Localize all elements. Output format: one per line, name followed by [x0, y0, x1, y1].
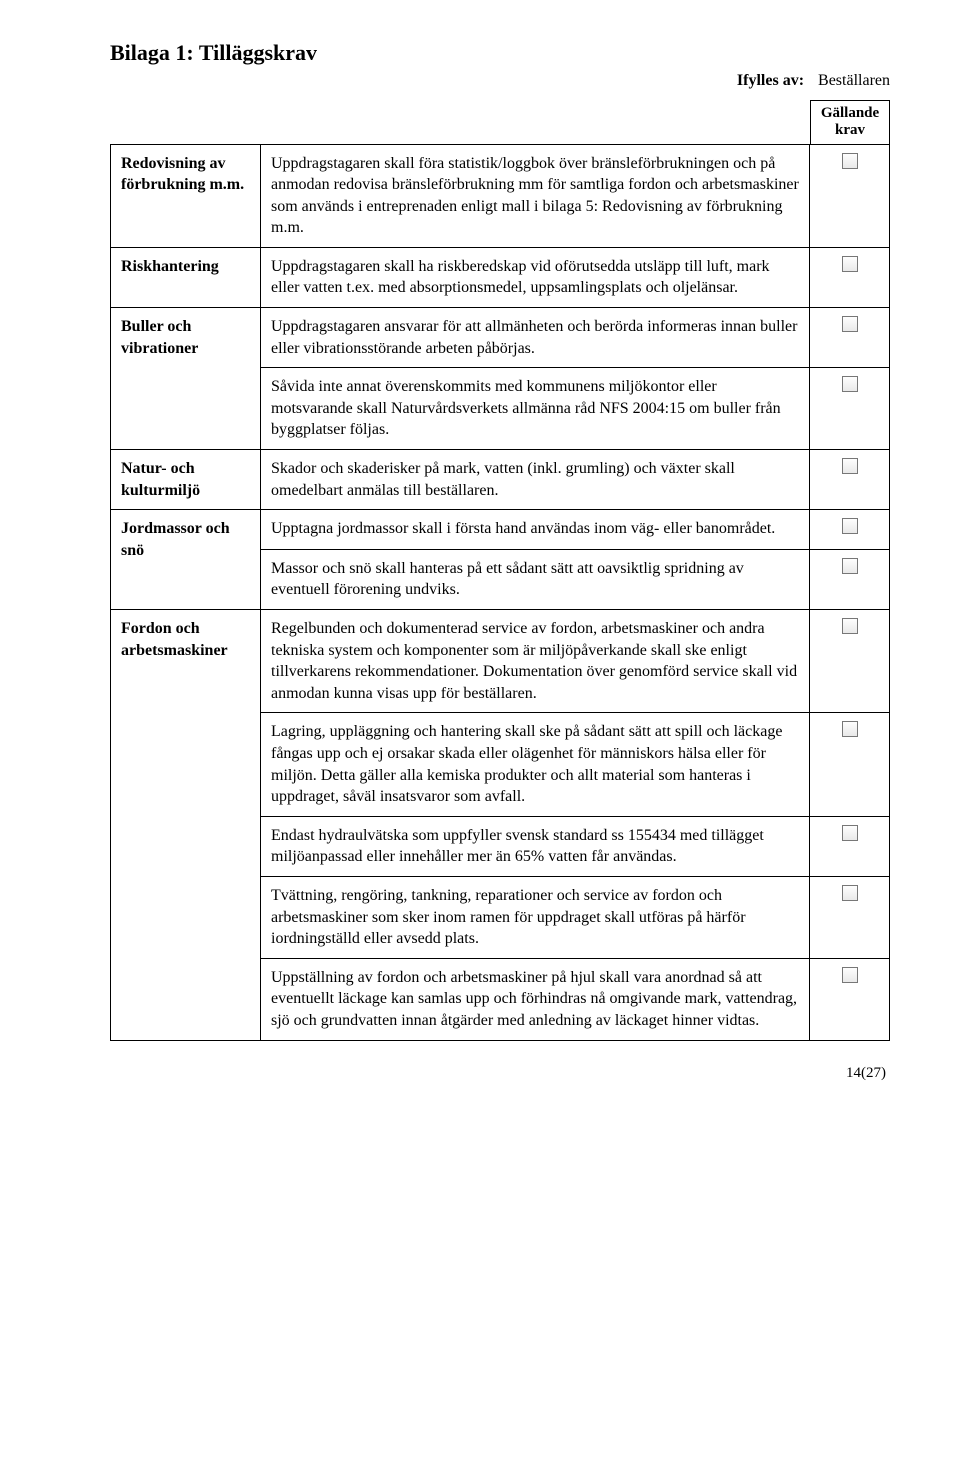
row-checkbox-cell — [810, 368, 890, 450]
row-checkbox-cell — [810, 549, 890, 609]
checkbox-icon[interactable] — [842, 825, 858, 841]
row-text: Uppställning av fordon och arbetsmaskine… — [261, 958, 810, 1040]
row-label: Fordon och arbetsmaskiner — [111, 610, 261, 1041]
filled-by-label: Ifylles av: — [737, 72, 804, 89]
table-row: Buller och vibrationerUppdragstagaren an… — [111, 308, 890, 368]
column-header-krav: Gällande krav — [810, 100, 890, 144]
column-header-line1: Gällande — [821, 105, 879, 121]
row-checkbox-cell — [810, 876, 890, 958]
row-checkbox-cell — [810, 713, 890, 816]
checkbox-icon[interactable] — [842, 618, 858, 634]
row-checkbox-cell — [810, 958, 890, 1040]
row-checkbox-cell — [810, 816, 890, 876]
checkbox-icon[interactable] — [842, 885, 858, 901]
row-text: Uppdragstagaren skall föra statistik/log… — [261, 144, 810, 247]
row-text: Såvida inte annat överenskommits med kom… — [261, 368, 810, 450]
checkbox-icon[interactable] — [842, 967, 858, 983]
row-text: Uppdragstagaren ansvarar för att allmänh… — [261, 308, 810, 368]
row-label: Riskhantering — [111, 247, 261, 307]
page-number: 14(27) — [110, 1065, 890, 1082]
checkbox-icon[interactable] — [842, 316, 858, 332]
row-checkbox-cell — [810, 144, 890, 247]
checkbox-icon[interactable] — [842, 153, 858, 169]
row-text: Skador och skaderisker på mark, vatten (… — [261, 450, 810, 510]
row-label: Redovisning av förbrukning m.m. — [111, 144, 261, 247]
filled-by-value: Beställaren — [818, 72, 890, 89]
filled-by-row: Ifylles av: Beställaren — [110, 72, 890, 90]
table-row: Fordon och arbetsmaskinerRegelbunden och… — [111, 610, 890, 713]
row-label: Buller och vibrationer — [111, 308, 261, 450]
row-label: Natur- och kulturmiljö — [111, 450, 261, 510]
table-row: RiskhanteringUppdragstagaren skall ha ri… — [111, 247, 890, 307]
checkbox-icon[interactable] — [842, 721, 858, 737]
row-checkbox-cell — [810, 247, 890, 307]
requirements-table: Redovisning av förbrukning m.m.Uppdragst… — [110, 144, 890, 1041]
row-text: Regelbunden och dokumenterad service av … — [261, 610, 810, 713]
row-text: Endast hydraulvätska som uppfyller svens… — [261, 816, 810, 876]
row-text: Upptagna jordmassor skall i första hand … — [261, 510, 810, 550]
checkbox-icon[interactable] — [842, 376, 858, 392]
row-label: Jordmassor och snö — [111, 510, 261, 610]
row-text: Lagring, uppläggning och hantering skall… — [261, 713, 810, 816]
table-row: Jordmassor och snöUpptagna jordmassor sk… — [111, 510, 890, 550]
row-text: Tvättning, rengöring, tankning, reparati… — [261, 876, 810, 958]
row-text: Massor och snö skall hanteras på ett såd… — [261, 549, 810, 609]
checkbox-icon[interactable] — [842, 558, 858, 574]
column-header-line2: krav — [835, 122, 865, 138]
row-checkbox-cell — [810, 610, 890, 713]
row-checkbox-cell — [810, 510, 890, 550]
checkbox-icon[interactable] — [842, 458, 858, 474]
table-row: Redovisning av förbrukning m.m.Uppdragst… — [111, 144, 890, 247]
checkbox-icon[interactable] — [842, 518, 858, 534]
row-checkbox-cell — [810, 450, 890, 510]
row-checkbox-cell — [810, 308, 890, 368]
row-text: Uppdragstagaren skall ha riskberedskap v… — [261, 247, 810, 307]
page-title: Bilaga 1: Tilläggskrav — [110, 40, 890, 66]
table-row: Natur- och kulturmiljöSkador och skaderi… — [111, 450, 890, 510]
checkbox-icon[interactable] — [842, 256, 858, 272]
